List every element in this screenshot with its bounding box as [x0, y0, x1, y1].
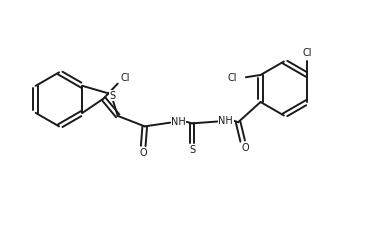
Text: Cl: Cl [303, 48, 312, 58]
Text: Cl: Cl [121, 73, 130, 83]
Text: S: S [109, 91, 115, 101]
Text: Cl: Cl [227, 73, 237, 83]
Text: NH: NH [171, 117, 186, 127]
Text: O: O [242, 143, 250, 153]
Text: S: S [189, 145, 195, 155]
Text: NH: NH [218, 116, 233, 126]
Text: O: O [139, 148, 147, 158]
